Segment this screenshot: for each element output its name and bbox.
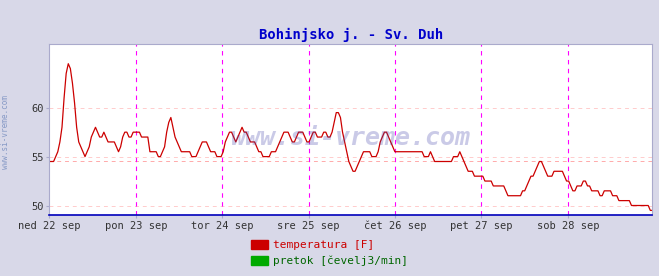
Text: www.si-vreme.com: www.si-vreme.com [231, 126, 471, 150]
Legend: temperatura [F], pretok [čevelj3/min]: temperatura [F], pretok [čevelj3/min] [246, 235, 413, 270]
Title: Bohinjsko j. - Sv. Duh: Bohinjsko j. - Sv. Duh [259, 27, 443, 42]
Text: www.si-vreme.com: www.si-vreme.com [1, 95, 10, 169]
